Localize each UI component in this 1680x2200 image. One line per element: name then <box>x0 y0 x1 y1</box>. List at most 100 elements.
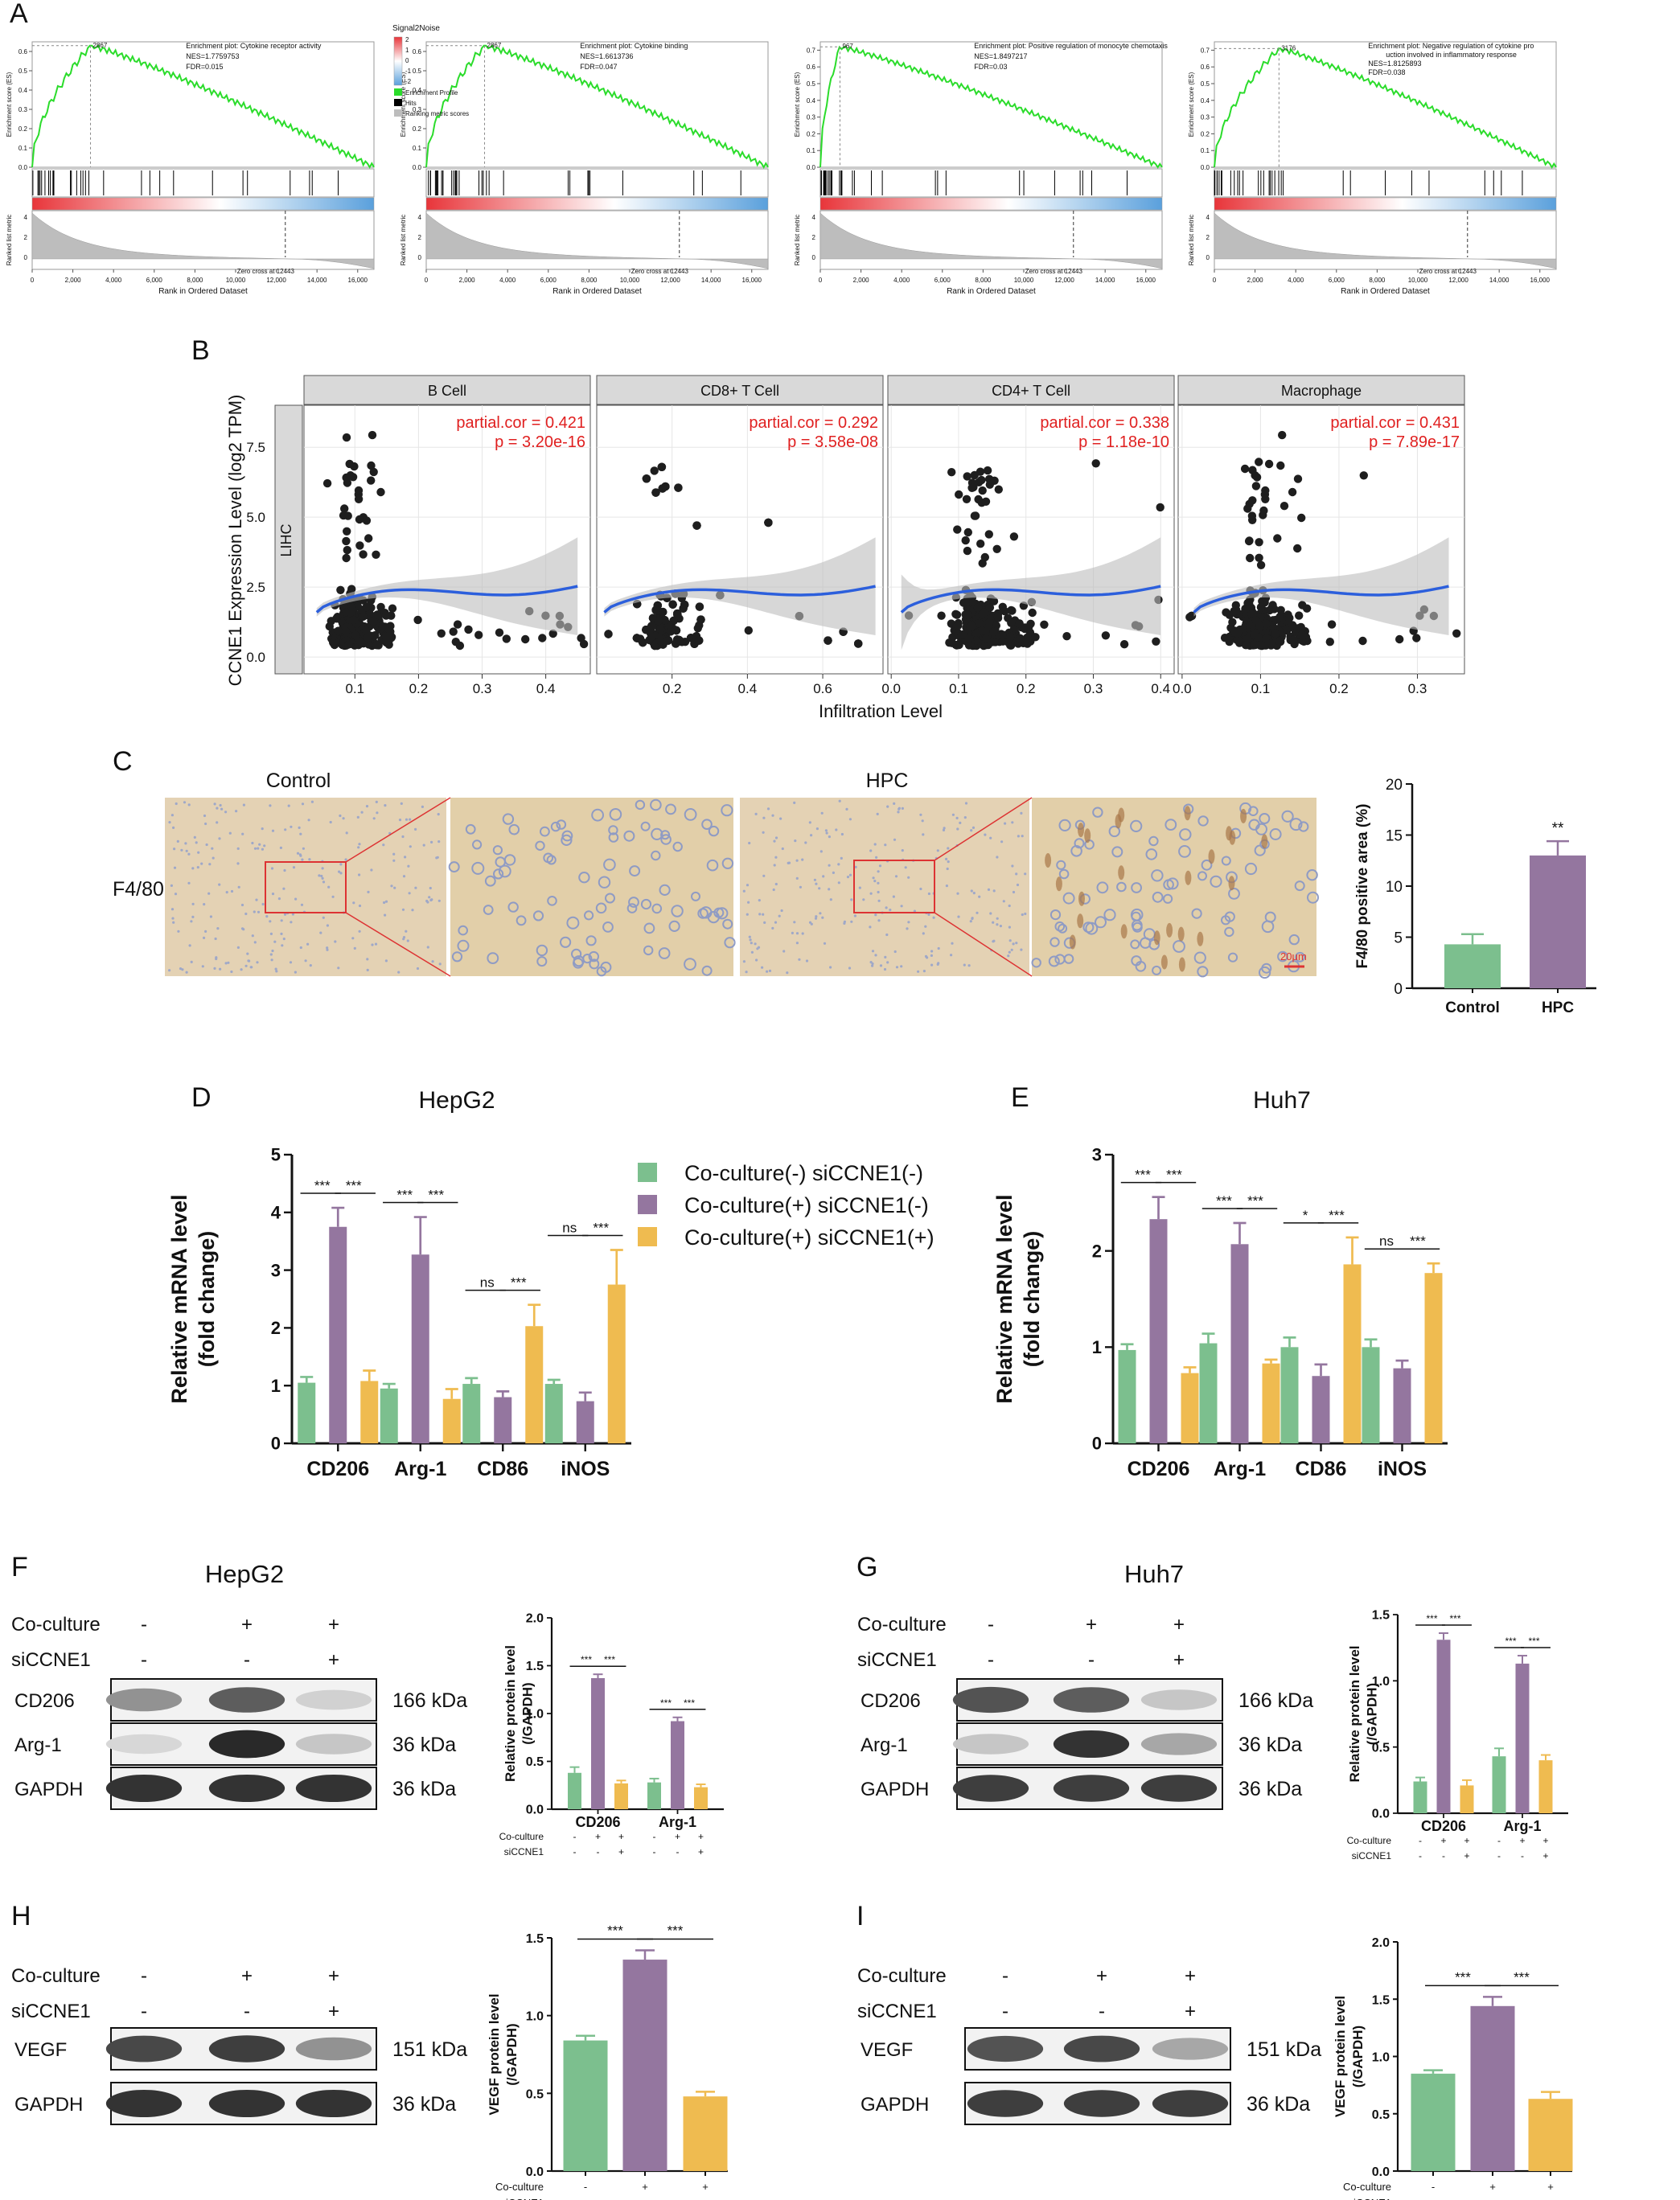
nucleus <box>547 896 557 906</box>
scatter-point <box>1007 605 1016 615</box>
g-row-label: Co-culture <box>857 1614 947 1636</box>
scatter-point <box>947 638 956 647</box>
nucleus <box>919 813 922 816</box>
nucleus <box>170 814 174 817</box>
scatter-point <box>372 641 381 650</box>
zero-cross-label: Zero cross at 12443 <box>631 268 689 275</box>
f-condition-label: siCCNE1 <box>504 1846 544 1857</box>
nucleus <box>261 827 264 831</box>
nucleus <box>244 912 248 916</box>
nucleus <box>691 891 700 901</box>
zero-cross-label: Zero cross at 12443 <box>237 268 295 275</box>
g-band <box>952 1734 1029 1755</box>
scatter-point <box>367 461 376 470</box>
nucleus <box>345 831 348 835</box>
gsea-ytick-label: 0.5 <box>807 80 816 88</box>
e-sig-label: *** <box>1410 1233 1426 1249</box>
facet-title: B Cell <box>428 383 466 399</box>
g-sig-label: *** <box>1426 1613 1437 1624</box>
e-category-label: iNOS <box>1378 1458 1427 1480</box>
zero-cross-label: Zero cross at 12443 <box>1025 268 1083 275</box>
nucleus <box>183 801 187 804</box>
f480-positive-cell <box>1078 891 1085 906</box>
nucleus <box>1024 872 1027 876</box>
nucleus <box>405 818 409 821</box>
nucleus <box>331 895 335 898</box>
gsea-xlabel: Rank in Ordered Dataset <box>158 287 248 296</box>
g-condition-sign: - <box>1521 1850 1524 1861</box>
nucleus <box>1056 860 1066 870</box>
nucleus <box>384 913 387 917</box>
scatter-point <box>1119 640 1129 649</box>
nucleus <box>854 865 857 868</box>
gsea-metric-ytick: 2 <box>812 234 816 241</box>
nucleus <box>430 898 433 901</box>
nucleus <box>963 963 966 967</box>
nucleus <box>640 821 651 831</box>
e-bar <box>1181 1373 1199 1443</box>
d-ytick-label: 3 <box>271 1260 281 1280</box>
e-ylabel: (fold change) <box>1020 1231 1044 1368</box>
nucleus <box>901 807 904 811</box>
scatter-point <box>343 545 351 555</box>
d-bar <box>360 1381 379 1443</box>
scatter-point <box>1452 629 1461 638</box>
scatter-point <box>981 634 991 643</box>
g-ylabel: (/GAPDH) <box>1364 1683 1379 1745</box>
f-band-label: CD206 <box>14 1690 75 1712</box>
nucleus <box>798 958 801 961</box>
nucleus <box>843 921 846 925</box>
scatter-point <box>359 550 368 559</box>
nucleus <box>1020 948 1023 951</box>
d-bar <box>380 1388 398 1443</box>
nucleus <box>1002 900 1005 903</box>
b-xtick-label: 0.6 <box>813 681 832 696</box>
nucleus <box>1244 862 1258 876</box>
g-bar <box>1515 1663 1530 1813</box>
g-ytick-label: 0.5 <box>1372 1741 1390 1755</box>
nucleus <box>762 874 766 877</box>
gsea-ytick-label: 0.6 <box>1201 64 1210 71</box>
scatter-point <box>367 476 376 485</box>
g-row-sign: + <box>1173 1649 1185 1671</box>
scatter-point <box>1288 487 1297 497</box>
nucleus <box>237 885 240 889</box>
scatter-point <box>1288 621 1297 630</box>
nucleus <box>837 881 840 885</box>
scatter-point <box>650 466 659 475</box>
nucleus <box>742 960 746 963</box>
nucleus <box>906 927 909 930</box>
nucleus <box>376 811 379 815</box>
nucleus <box>795 942 799 945</box>
g-bar <box>1436 1640 1451 1813</box>
scatter-point <box>347 608 356 617</box>
nucleus <box>762 913 765 916</box>
i-band <box>967 2090 1044 2117</box>
scatter-point <box>1015 619 1024 628</box>
confidence-ribbon <box>604 537 876 635</box>
enrichment-profile-line <box>1214 47 1557 169</box>
nucleus <box>230 889 234 893</box>
scale-bar-label: 20μm <box>1280 950 1307 962</box>
nucleus <box>428 896 431 899</box>
nucleus <box>398 819 402 822</box>
nucleus <box>835 828 838 831</box>
p-value-label: p = 1.18e-10 <box>1078 433 1169 451</box>
nucleus <box>672 841 683 852</box>
scatter-point <box>453 620 462 629</box>
nucleus <box>804 841 807 844</box>
scatter-point <box>1253 633 1263 642</box>
scatter-point <box>975 478 984 486</box>
i-band <box>1063 2035 1140 2062</box>
scatter-point <box>334 626 343 635</box>
scatter-point <box>1255 553 1263 562</box>
scatter-point <box>388 604 397 613</box>
scatter-point <box>1222 608 1230 617</box>
nucleus <box>170 884 173 887</box>
gsea-ytick-label: 0.3 <box>413 106 422 113</box>
nucleus <box>904 866 907 869</box>
nucleus <box>762 831 765 834</box>
nucleus <box>253 910 256 913</box>
nucleus <box>344 858 347 861</box>
nucleus <box>671 905 684 917</box>
